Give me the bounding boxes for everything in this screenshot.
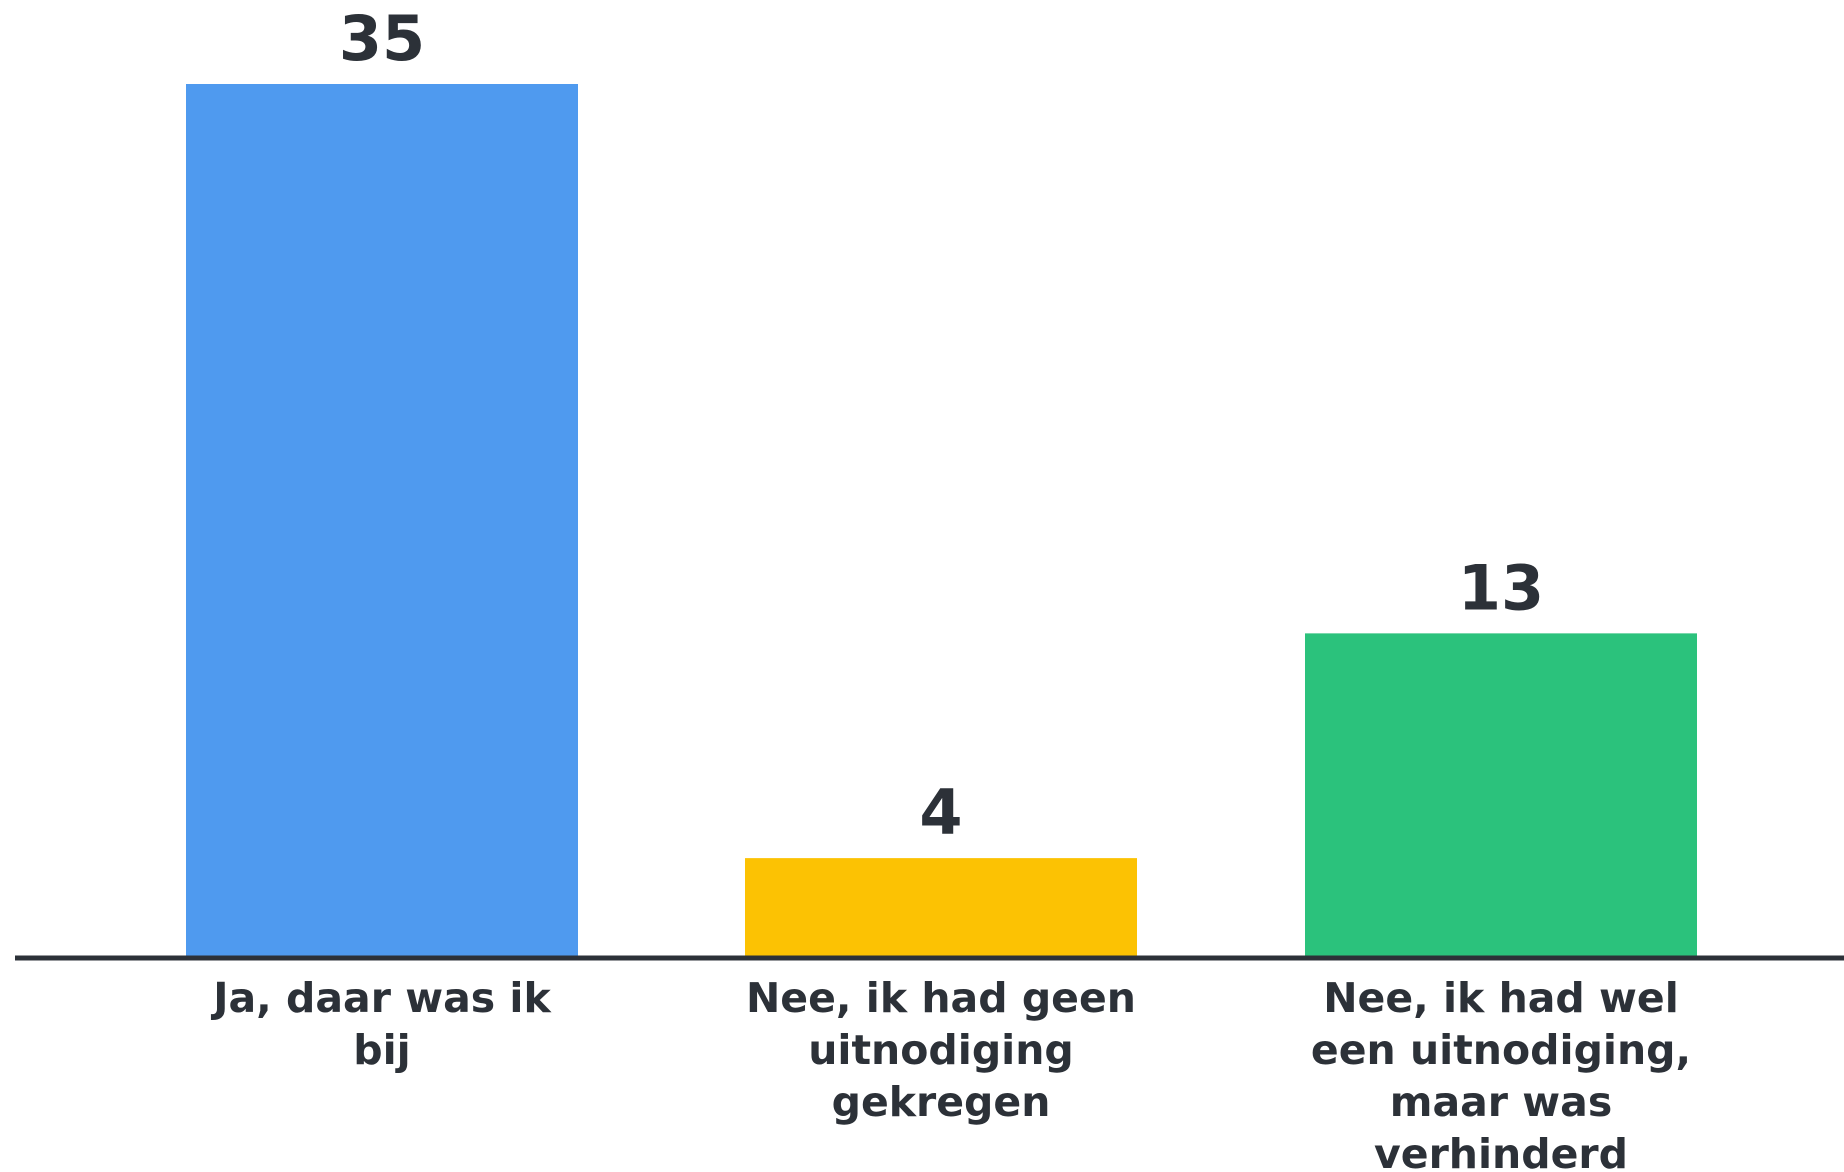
category-label-3-line-4: verhinderd bbox=[1374, 1130, 1628, 1172]
bar-2 bbox=[745, 858, 1137, 958]
category-label-1-line-1: Ja, daar was ik bbox=[210, 974, 552, 1022]
bars-layer bbox=[186, 84, 1697, 958]
value-label-1: 35 bbox=[339, 2, 425, 75]
category-label-2-line-3: gekregen bbox=[832, 1078, 1051, 1126]
category-label-1-line-2: bij bbox=[353, 1026, 410, 1074]
category-label-2-line-2: uitnodiging bbox=[808, 1026, 1074, 1074]
category-labels-layer: Ja, daar was ik bij Nee, ik had geen uitnod… bbox=[210, 974, 1691, 1172]
category-label-3: Nee, ik had wel een uitnodiging, maar was v… bbox=[1311, 974, 1691, 1172]
value-label-3: 13 bbox=[1458, 551, 1544, 624]
category-label-3-line-1: Nee, ik had wel bbox=[1323, 974, 1679, 1022]
category-label-3-line-3: maar was bbox=[1390, 1078, 1613, 1126]
category-label-2: Nee, ik had geen uitnodiging gekregen bbox=[746, 974, 1136, 1126]
value-labels-layer: 35 4 13 bbox=[339, 2, 1544, 849]
category-label-3-line-2: een uitnodiging, bbox=[1311, 1026, 1691, 1074]
bar-3 bbox=[1305, 633, 1697, 958]
bar-1 bbox=[186, 84, 578, 958]
category-label-1: Ja, daar was ik bij bbox=[210, 974, 552, 1074]
category-label-2-line-1: Nee, ik had geen bbox=[746, 974, 1136, 1022]
value-label-2: 4 bbox=[919, 776, 962, 849]
